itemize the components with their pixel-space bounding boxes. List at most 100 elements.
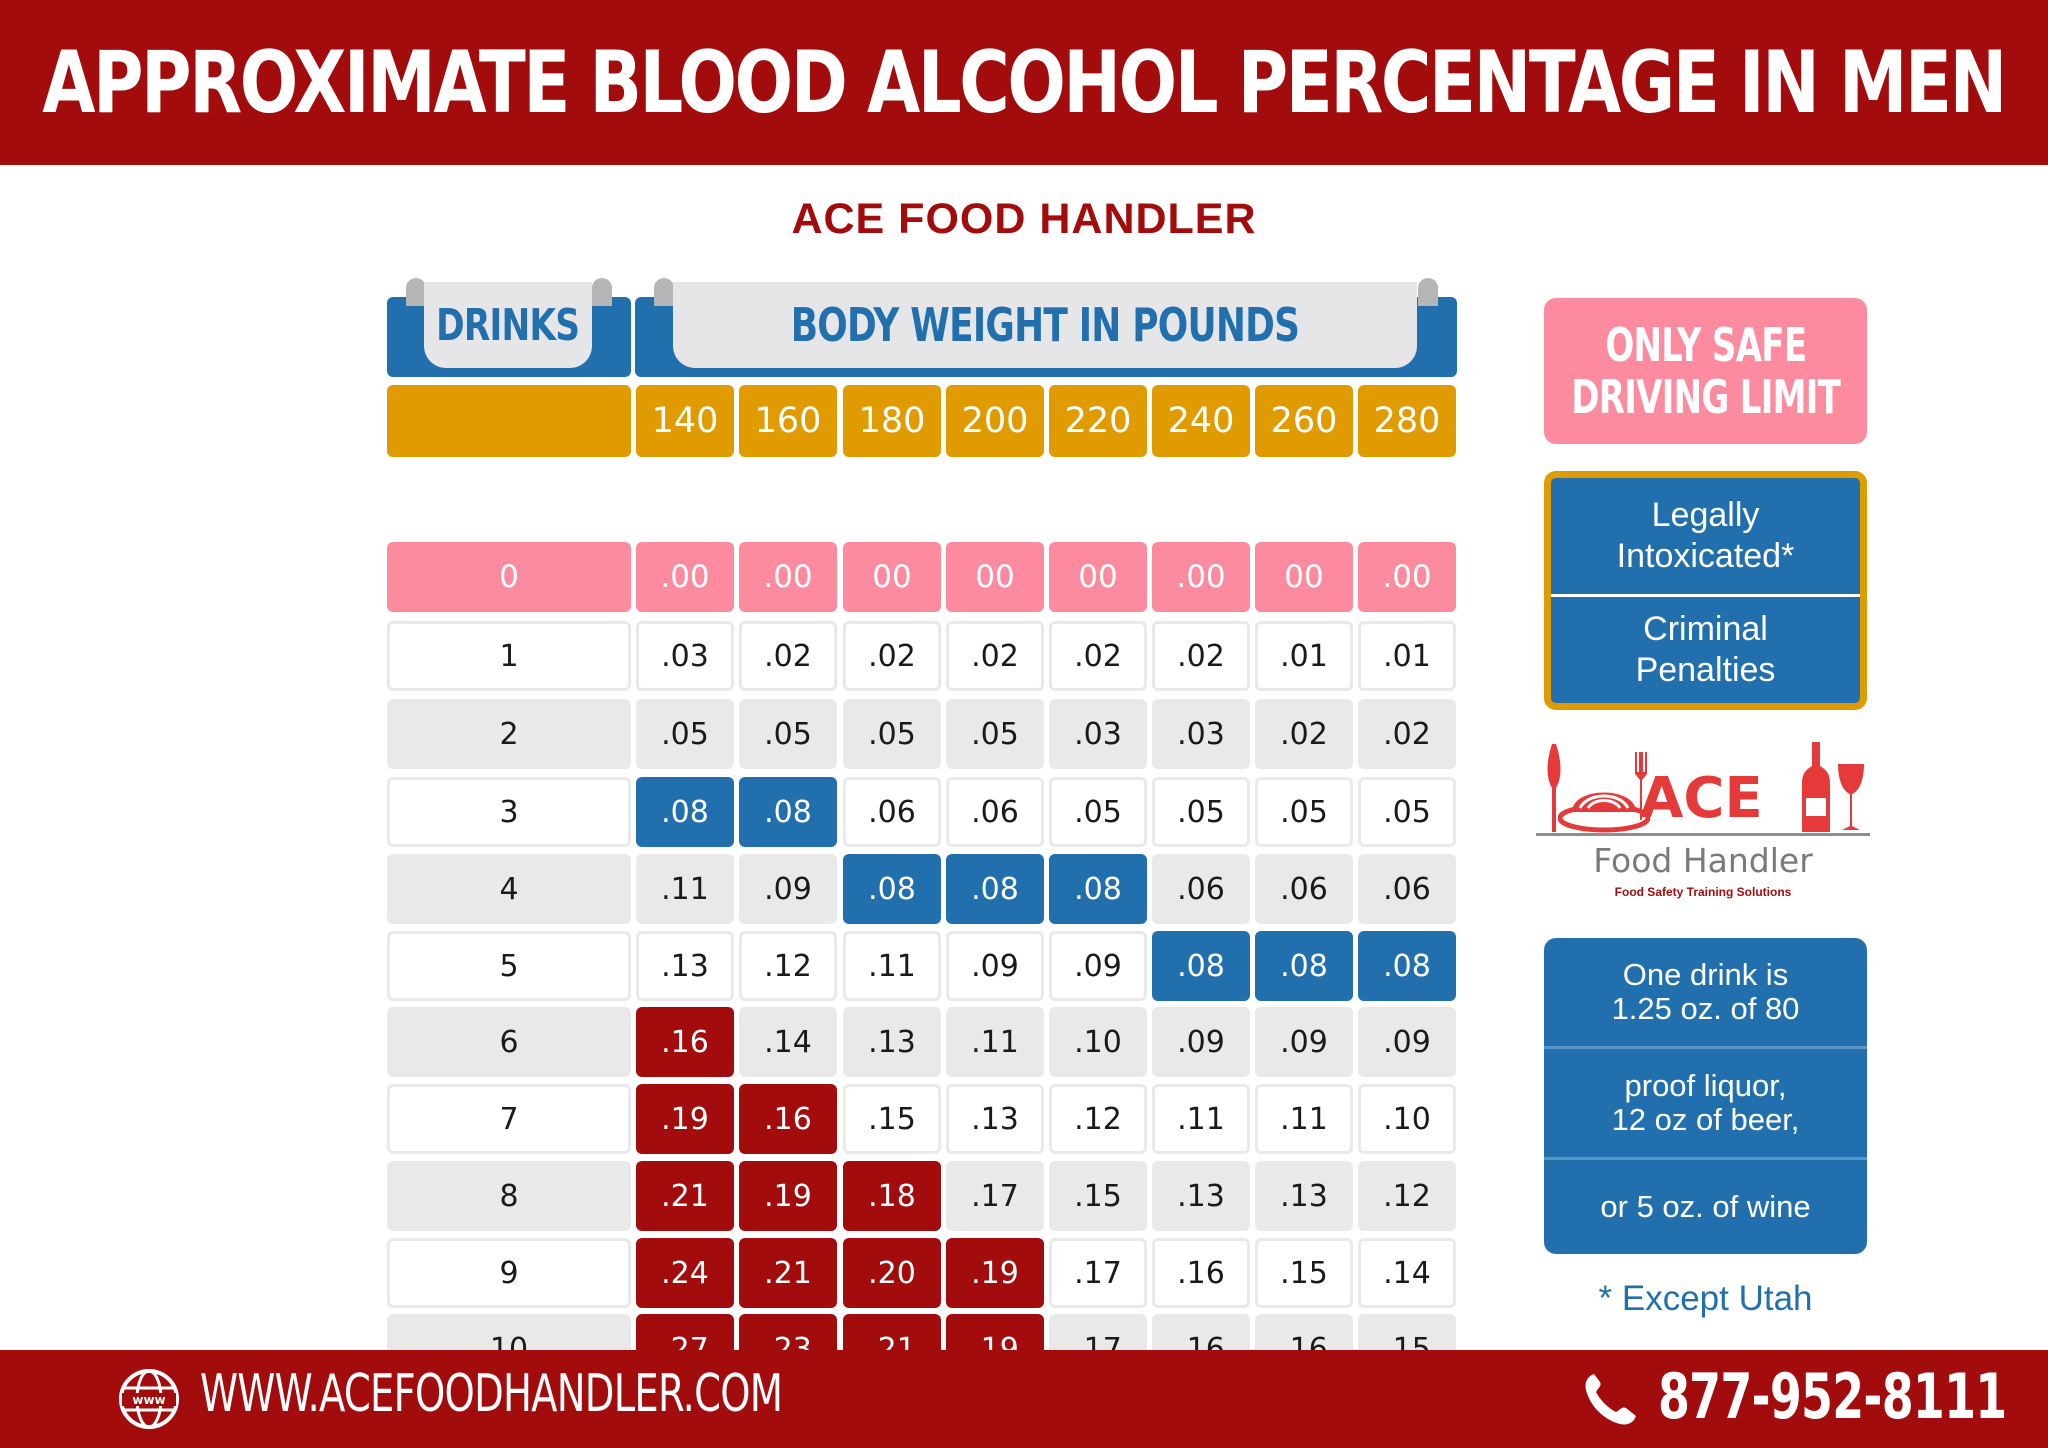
bac-cell: .02 (1255, 699, 1353, 769)
bac-cell: .05 (1255, 777, 1353, 847)
logo-wordmark: ACE (1640, 766, 1763, 831)
page-subtitle: ACE FOOD HANDLER (791, 195, 1257, 243)
legend-legally-intoxicated: Legally Intoxicated* (1551, 478, 1860, 594)
footer-banner: www WWW.ACEFOODHANDLER.COM 877-952-8111 (0, 1350, 2048, 1448)
weight-col-header: 220 (1049, 385, 1147, 457)
bac-cell: .00 (1152, 542, 1250, 612)
ace-logo: ACE Food Handler Food Safety Training So… (1530, 738, 1876, 902)
bac-cell: .13 (843, 1007, 941, 1077)
bac-cell: .02 (739, 621, 837, 691)
bac-cell: 00 (1255, 542, 1353, 612)
bac-cell: .01 (1358, 621, 1456, 691)
bac-cell: .15 (843, 1084, 941, 1154)
bac-cell: .18 (843, 1161, 941, 1231)
bac-cell: .05 (1358, 777, 1456, 847)
logo-divider (1536, 833, 1870, 836)
drinks-header: DRINKS (424, 282, 592, 368)
legend-divider (1551, 594, 1860, 597)
bac-cell: .05 (739, 699, 837, 769)
bac-cell: .05 (843, 699, 941, 769)
bac-cell: .08 (946, 854, 1044, 924)
scroll-curl-right (592, 278, 612, 306)
bac-cell: .13 (946, 1084, 1044, 1154)
drinks-cell: 7 (387, 1084, 631, 1154)
bac-cell: .13 (1255, 1161, 1353, 1231)
bac-cell: .00 (739, 542, 837, 612)
bac-cell: .03 (636, 621, 734, 691)
drink-line3: proof liquor, (1624, 1067, 1787, 1103)
weight-col-header: 260 (1255, 385, 1353, 457)
bac-cell: .13 (636, 931, 734, 1001)
bac-cell: .00 (636, 542, 734, 612)
bac-cell: .16 (739, 1084, 837, 1154)
weight-header: BODY WEIGHT IN POUNDS (673, 282, 1417, 368)
bac-cell: .21 (636, 1161, 734, 1231)
top-banner: APPROXIMATE BLOOD ALCOHOL PERCENTAGE IN … (0, 0, 2048, 165)
drinks-cell: 9 (387, 1238, 631, 1308)
bac-cell: .08 (1358, 931, 1456, 1001)
bac-cell: .09 (1049, 931, 1147, 1001)
bac-cell: .01 (1255, 621, 1353, 691)
drinks-cell: 3 (387, 777, 631, 847)
bac-cell: .02 (1049, 621, 1147, 691)
drink-line1: One drink is (1622, 956, 1789, 992)
drink-line5: or 5 oz. of wine (1600, 1188, 1811, 1224)
bac-cell: .06 (1152, 854, 1250, 924)
bac-cell: .11 (1152, 1084, 1250, 1154)
weight-col-header: 160 (739, 385, 837, 457)
legend-legal-line1: Legally (1651, 496, 1760, 535)
bac-cell: .11 (843, 931, 941, 1001)
drinks-header-label: DRINKS (436, 299, 580, 351)
bac-cell: .05 (946, 699, 1044, 769)
legend-legal-box: Legally Intoxicated* Criminal Penalties (1544, 471, 1867, 710)
logo-name: Food Handler (1593, 841, 1813, 880)
bac-cell: .02 (1152, 621, 1250, 691)
phone-number[interactable]: 877-952-8111 (1658, 1360, 2007, 1433)
fork-icon (1547, 744, 1561, 832)
drink-definition-part2: proof liquor, 12 oz of beer, (1544, 1049, 1867, 1157)
weight-col-header: 140 (636, 385, 734, 457)
plate-icon (1558, 792, 1650, 833)
drinks-cell: 0 (387, 542, 631, 612)
drinks-cell: 5 (387, 931, 631, 1001)
scroll-curl-left-2 (654, 278, 674, 306)
bac-cell: .08 (636, 777, 734, 847)
drink-divider-2 (1544, 1157, 1867, 1160)
legend-criminal-line2: Penalties (1635, 651, 1776, 689)
legend-safe-line2: DRIVING LIMIT (1571, 370, 1841, 424)
weight-col-header: 280 (1358, 385, 1456, 457)
drink-line2: 1.25 oz. of 80 (1611, 991, 1800, 1026)
bac-cell: .08 (1152, 931, 1250, 1001)
bac-cell: .11 (1255, 1084, 1353, 1154)
bac-cell: .08 (1049, 854, 1147, 924)
scroll-curl-left (406, 278, 426, 306)
drink-divider-1 (1544, 1046, 1867, 1049)
bac-cell: 00 (1049, 542, 1147, 612)
drink-line4: 12 oz of beer, (1611, 1102, 1800, 1137)
bac-cell: .13 (1152, 1161, 1250, 1231)
bac-cell: .17 (1049, 1238, 1147, 1308)
bac-cell: .11 (946, 1007, 1044, 1077)
bac-cell: .03 (1049, 699, 1147, 769)
bac-cell: .12 (739, 931, 837, 1001)
website-link[interactable]: WWW.ACEFOODHANDLER.COM (200, 1364, 783, 1424)
bac-cell: .17 (946, 1161, 1044, 1231)
bac-cell: .08 (739, 777, 837, 847)
bac-cell: .08 (1255, 931, 1353, 1001)
bac-cell: 00 (946, 542, 1044, 612)
except-note: * Except Utah (1598, 1279, 1813, 1318)
drinks-cell: 8 (387, 1161, 631, 1231)
wine-glass-icon (1838, 764, 1864, 830)
drinks-cell: 4 (387, 854, 631, 924)
bac-cell: .06 (1255, 854, 1353, 924)
bac-cell: .12 (1049, 1084, 1147, 1154)
legend-criminal-line1: Criminal (1643, 610, 1768, 649)
drink-definition-part1: One drink is 1.25 oz. of 80 (1544, 938, 1867, 1046)
bac-cell: .02 (1358, 699, 1456, 769)
legend-safe-driving: ONLY SAFE DRIVING LIMIT (1544, 298, 1867, 444)
bac-cell: .11 (636, 854, 734, 924)
bac-cell: .19 (636, 1084, 734, 1154)
bac-cell: .10 (1049, 1007, 1147, 1077)
drinks-cell: 2 (387, 699, 631, 769)
bac-cell: .06 (1358, 854, 1456, 924)
